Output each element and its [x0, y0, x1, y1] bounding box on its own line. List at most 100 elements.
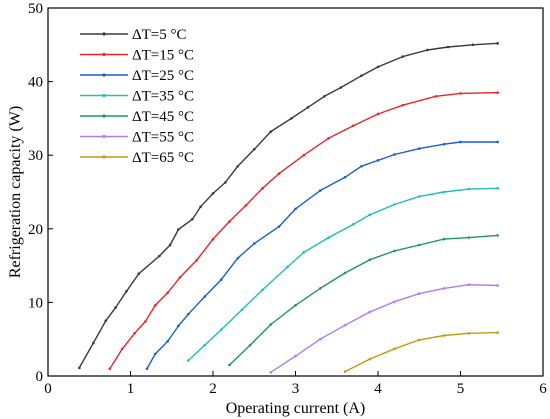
data-point	[343, 323, 347, 327]
x-tick-label: 6	[539, 381, 547, 397]
data-point	[393, 347, 396, 351]
data-point	[252, 242, 256, 245]
x-tick-label: 5	[457, 381, 465, 397]
y-axis-ticks: 0 10 20 30 40 50	[28, 1, 53, 385]
y-tick-label: 50	[28, 1, 43, 17]
legend-label: ΔT=65 °C	[132, 150, 194, 166]
data-point	[228, 363, 231, 367]
data-point	[459, 92, 462, 95]
data-point	[351, 223, 355, 226]
data-point	[376, 159, 380, 162]
data-point	[114, 306, 117, 309]
data-point	[417, 195, 421, 198]
x-axis-ticks: 0 1 2 3 4 5 6	[44, 371, 547, 397]
legend-marker	[102, 114, 106, 118]
data-point	[306, 106, 310, 109]
legend-label: ΔT=35 °C	[132, 89, 194, 105]
data-point	[269, 130, 273, 133]
data-point	[224, 181, 227, 184]
data-point	[327, 236, 330, 239]
data-point	[339, 86, 343, 89]
data-point	[467, 332, 471, 335]
data-point	[417, 338, 421, 342]
data-point	[434, 95, 438, 98]
x-tick-label: 4	[374, 381, 382, 397]
data-point	[236, 164, 240, 168]
data-point	[426, 48, 429, 52]
data-point	[277, 225, 281, 228]
data-point	[417, 147, 421, 150]
series-3	[145, 140, 499, 370]
data-point	[153, 304, 157, 307]
data-point	[393, 153, 396, 156]
series-5	[228, 234, 499, 367]
data-point	[211, 192, 215, 195]
data-point	[496, 187, 499, 190]
data-point	[186, 359, 190, 362]
legend-label: ΔT=5 °C	[132, 27, 187, 43]
data-point	[360, 74, 363, 78]
data-point	[417, 243, 421, 247]
data-point	[343, 271, 347, 275]
data-point	[195, 259, 198, 262]
legend-item: ΔT=15 °C	[80, 48, 194, 64]
data-point	[120, 347, 124, 351]
data-point	[368, 357, 372, 361]
data-point	[368, 310, 372, 314]
data-point	[343, 175, 347, 179]
data-point	[496, 42, 499, 45]
data-point	[261, 187, 264, 190]
data-point	[446, 45, 450, 49]
data-point	[133, 332, 136, 335]
series-line	[270, 284, 498, 373]
data-point	[360, 164, 363, 168]
data-point	[294, 207, 297, 211]
series-line	[229, 234, 498, 366]
legend-marker	[102, 52, 106, 57]
x-tick-label: 1	[127, 381, 135, 397]
data-point	[496, 140, 499, 144]
data-point	[401, 103, 405, 107]
data-point	[471, 43, 475, 47]
data-point	[252, 148, 256, 151]
data-point	[158, 254, 161, 258]
data-point	[351, 124, 355, 128]
data-point	[442, 334, 446, 337]
x-axis-title: Operating current (A)	[226, 400, 366, 417]
series-2	[108, 91, 499, 370]
data-point	[191, 217, 194, 221]
legend-item: ΔT=35 °C	[80, 89, 194, 105]
data-point	[442, 287, 446, 290]
y-axis-title: Refrigeration capacity (W)	[7, 106, 24, 278]
data-point	[285, 265, 289, 269]
y-tick-label: 30	[28, 148, 43, 164]
legend-marker	[102, 93, 106, 98]
series-layer	[78, 42, 499, 374]
legend-marker	[102, 155, 106, 159]
data-point	[496, 284, 499, 287]
plot-frame	[47, 7, 544, 377]
data-point	[368, 213, 372, 217]
data-point	[318, 287, 322, 290]
series-line	[344, 331, 498, 373]
data-point	[144, 320, 147, 323]
data-point	[108, 367, 112, 370]
data-point	[261, 288, 264, 292]
series-7	[343, 331, 499, 373]
series-1	[78, 42, 499, 370]
data-point	[442, 237, 446, 241]
data-point	[166, 291, 169, 295]
data-point	[376, 112, 380, 116]
data-point	[203, 343, 207, 347]
legend-label: ΔT=15 °C	[132, 48, 194, 64]
data-point	[228, 220, 231, 223]
data-point	[177, 228, 180, 231]
data-point	[294, 304, 297, 307]
data-point	[496, 331, 499, 334]
x-tick-label: 2	[209, 381, 217, 397]
data-point	[318, 189, 322, 192]
data-point	[401, 55, 405, 58]
data-point	[302, 251, 306, 254]
data-point	[153, 352, 157, 356]
